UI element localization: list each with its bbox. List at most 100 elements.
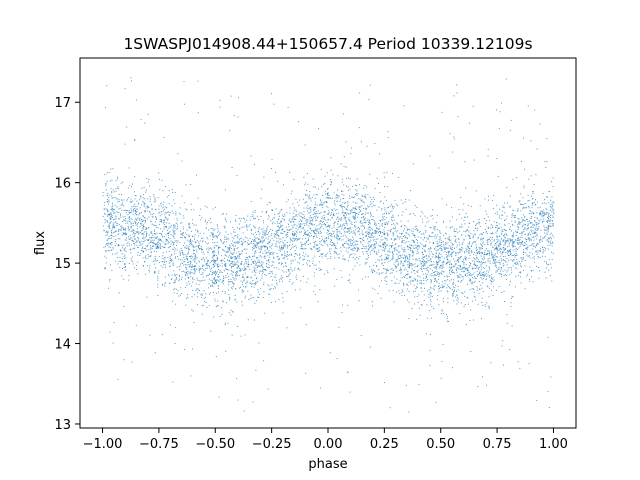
data-point [526, 240, 528, 242]
data-point [303, 211, 305, 213]
data-point [520, 232, 522, 234]
data-point [439, 230, 441, 232]
data-point [396, 235, 398, 237]
data-point [432, 241, 434, 243]
data-point [539, 251, 541, 253]
data-point [444, 282, 446, 284]
data-point [238, 265, 240, 267]
data-point [328, 192, 330, 194]
data-point [364, 214, 366, 216]
data-point [547, 241, 549, 243]
data-point [470, 237, 472, 239]
data-point [476, 289, 478, 291]
data-point [407, 228, 409, 230]
data-point [305, 219, 307, 221]
data-point [196, 174, 198, 176]
data-point [370, 214, 372, 216]
data-point [311, 217, 313, 219]
data-point [430, 261, 432, 263]
data-point [383, 244, 385, 246]
data-point [203, 259, 205, 261]
data-point [487, 239, 489, 241]
data-point [275, 287, 277, 289]
data-point [157, 243, 159, 245]
data-point [107, 249, 109, 251]
data-point [451, 256, 453, 258]
data-point [326, 192, 328, 194]
data-point [324, 241, 326, 243]
data-point [494, 243, 496, 245]
data-point [213, 260, 215, 262]
data-point [267, 388, 269, 390]
data-point [281, 247, 283, 249]
data-point [538, 213, 540, 215]
data-point [164, 226, 166, 228]
data-point [281, 225, 283, 227]
data-point [138, 202, 140, 204]
data-point [457, 258, 459, 260]
data-point [130, 244, 132, 246]
data-point [415, 246, 417, 248]
data-point [374, 247, 376, 249]
data-point [304, 202, 306, 204]
data-point [404, 247, 406, 249]
data-point [345, 221, 347, 223]
data-point [257, 259, 259, 261]
data-point [290, 193, 292, 195]
data-point [317, 188, 319, 190]
data-point [502, 240, 504, 242]
data-point [304, 242, 306, 244]
data-point [358, 249, 360, 251]
data-point [170, 279, 172, 281]
data-point [426, 237, 428, 239]
data-point [503, 202, 505, 204]
data-point [512, 249, 514, 251]
data-point [535, 229, 537, 231]
data-point [194, 271, 196, 273]
data-point [179, 254, 181, 256]
data-point [489, 267, 491, 269]
data-point [267, 260, 269, 262]
data-point [455, 268, 457, 270]
data-point [232, 244, 234, 246]
data-point [192, 259, 194, 261]
data-point [154, 233, 156, 235]
data-point [531, 232, 533, 234]
data-point [473, 253, 475, 255]
data-point [515, 252, 517, 254]
data-point [231, 281, 233, 283]
data-point [243, 270, 245, 271]
data-point [532, 224, 534, 226]
data-point [440, 290, 442, 292]
data-point [162, 283, 164, 285]
data-point [512, 265, 514, 267]
data-point [498, 249, 500, 251]
data-point [288, 220, 290, 221]
data-point [212, 228, 214, 230]
data-point [338, 195, 340, 197]
data-point [185, 271, 187, 273]
data-point [551, 245, 553, 247]
data-point [199, 219, 201, 221]
data-point [254, 253, 256, 255]
data-point [146, 238, 148, 240]
data-point [386, 223, 388, 225]
data-point [509, 284, 511, 286]
data-point [444, 251, 446, 253]
data-point [444, 276, 446, 278]
data-point [243, 248, 245, 250]
data-point [441, 309, 443, 311]
data-point [507, 238, 509, 240]
data-point [167, 247, 169, 249]
data-point [277, 225, 279, 227]
data-point [220, 260, 222, 262]
data-point [428, 296, 430, 298]
data-point [252, 233, 254, 235]
data-point [437, 274, 439, 276]
data-point [114, 253, 116, 255]
data-point [158, 178, 160, 180]
data-point [385, 217, 387, 219]
data-point [110, 214, 112, 216]
data-point [137, 217, 139, 219]
data-point [283, 230, 285, 232]
